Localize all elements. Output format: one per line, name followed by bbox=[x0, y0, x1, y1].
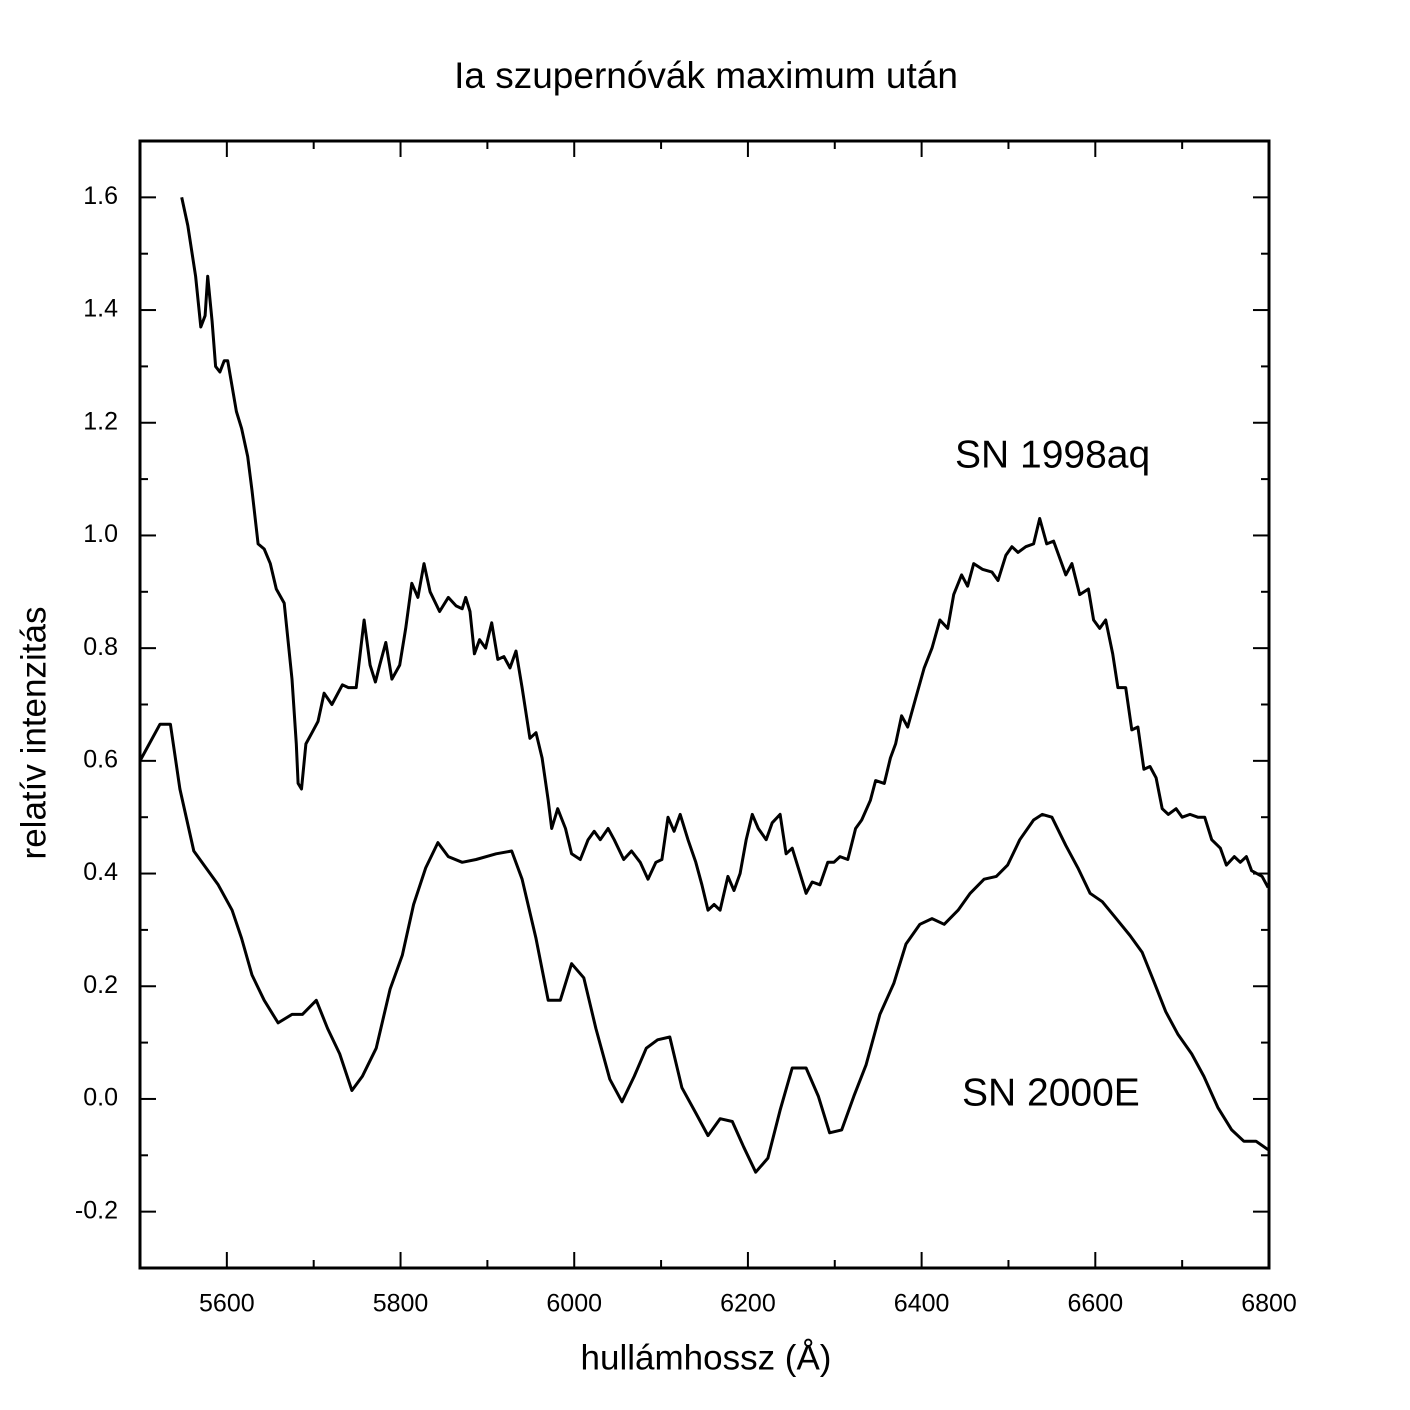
x-tick-label: 5600 bbox=[199, 1290, 255, 1318]
series-annotation: SN 2000E bbox=[962, 1071, 1140, 1114]
y-axis-label: relatív intenzitás bbox=[14, 607, 53, 860]
x-tick-label: 6200 bbox=[720, 1290, 776, 1318]
series-line bbox=[138, 722, 1269, 1174]
y-tick-label: 0.4 bbox=[83, 858, 118, 886]
y-tick-label: 1.0 bbox=[83, 520, 118, 548]
y-tick-label: 1.4 bbox=[83, 295, 118, 323]
y-tick-label: 0.6 bbox=[83, 745, 118, 773]
y-tick-label: -0.2 bbox=[75, 1196, 118, 1224]
y-tick-label: 0.0 bbox=[83, 1084, 118, 1112]
x-tick-label: 6400 bbox=[894, 1290, 950, 1318]
x-axis-label: hullámhossz (Å) bbox=[581, 1338, 832, 1377]
y-tick-label: 1.2 bbox=[83, 407, 118, 435]
y-tick-label: 1.6 bbox=[83, 182, 118, 210]
series-annotation: SN 1998aq bbox=[955, 433, 1150, 476]
y-tick-label: 0.2 bbox=[83, 971, 118, 999]
x-tick-label: 6600 bbox=[1067, 1290, 1123, 1318]
series-line bbox=[180, 196, 1270, 912]
x-tick-label: 6000 bbox=[546, 1290, 602, 1318]
y-tick-label: 0.8 bbox=[83, 633, 118, 661]
plot-frame bbox=[138, 139, 1271, 1270]
x-tick-label: 5800 bbox=[373, 1290, 429, 1318]
x-tick-label: 6800 bbox=[1241, 1290, 1297, 1318]
chart-title: Ia szupernóvák maximum után bbox=[454, 55, 958, 96]
